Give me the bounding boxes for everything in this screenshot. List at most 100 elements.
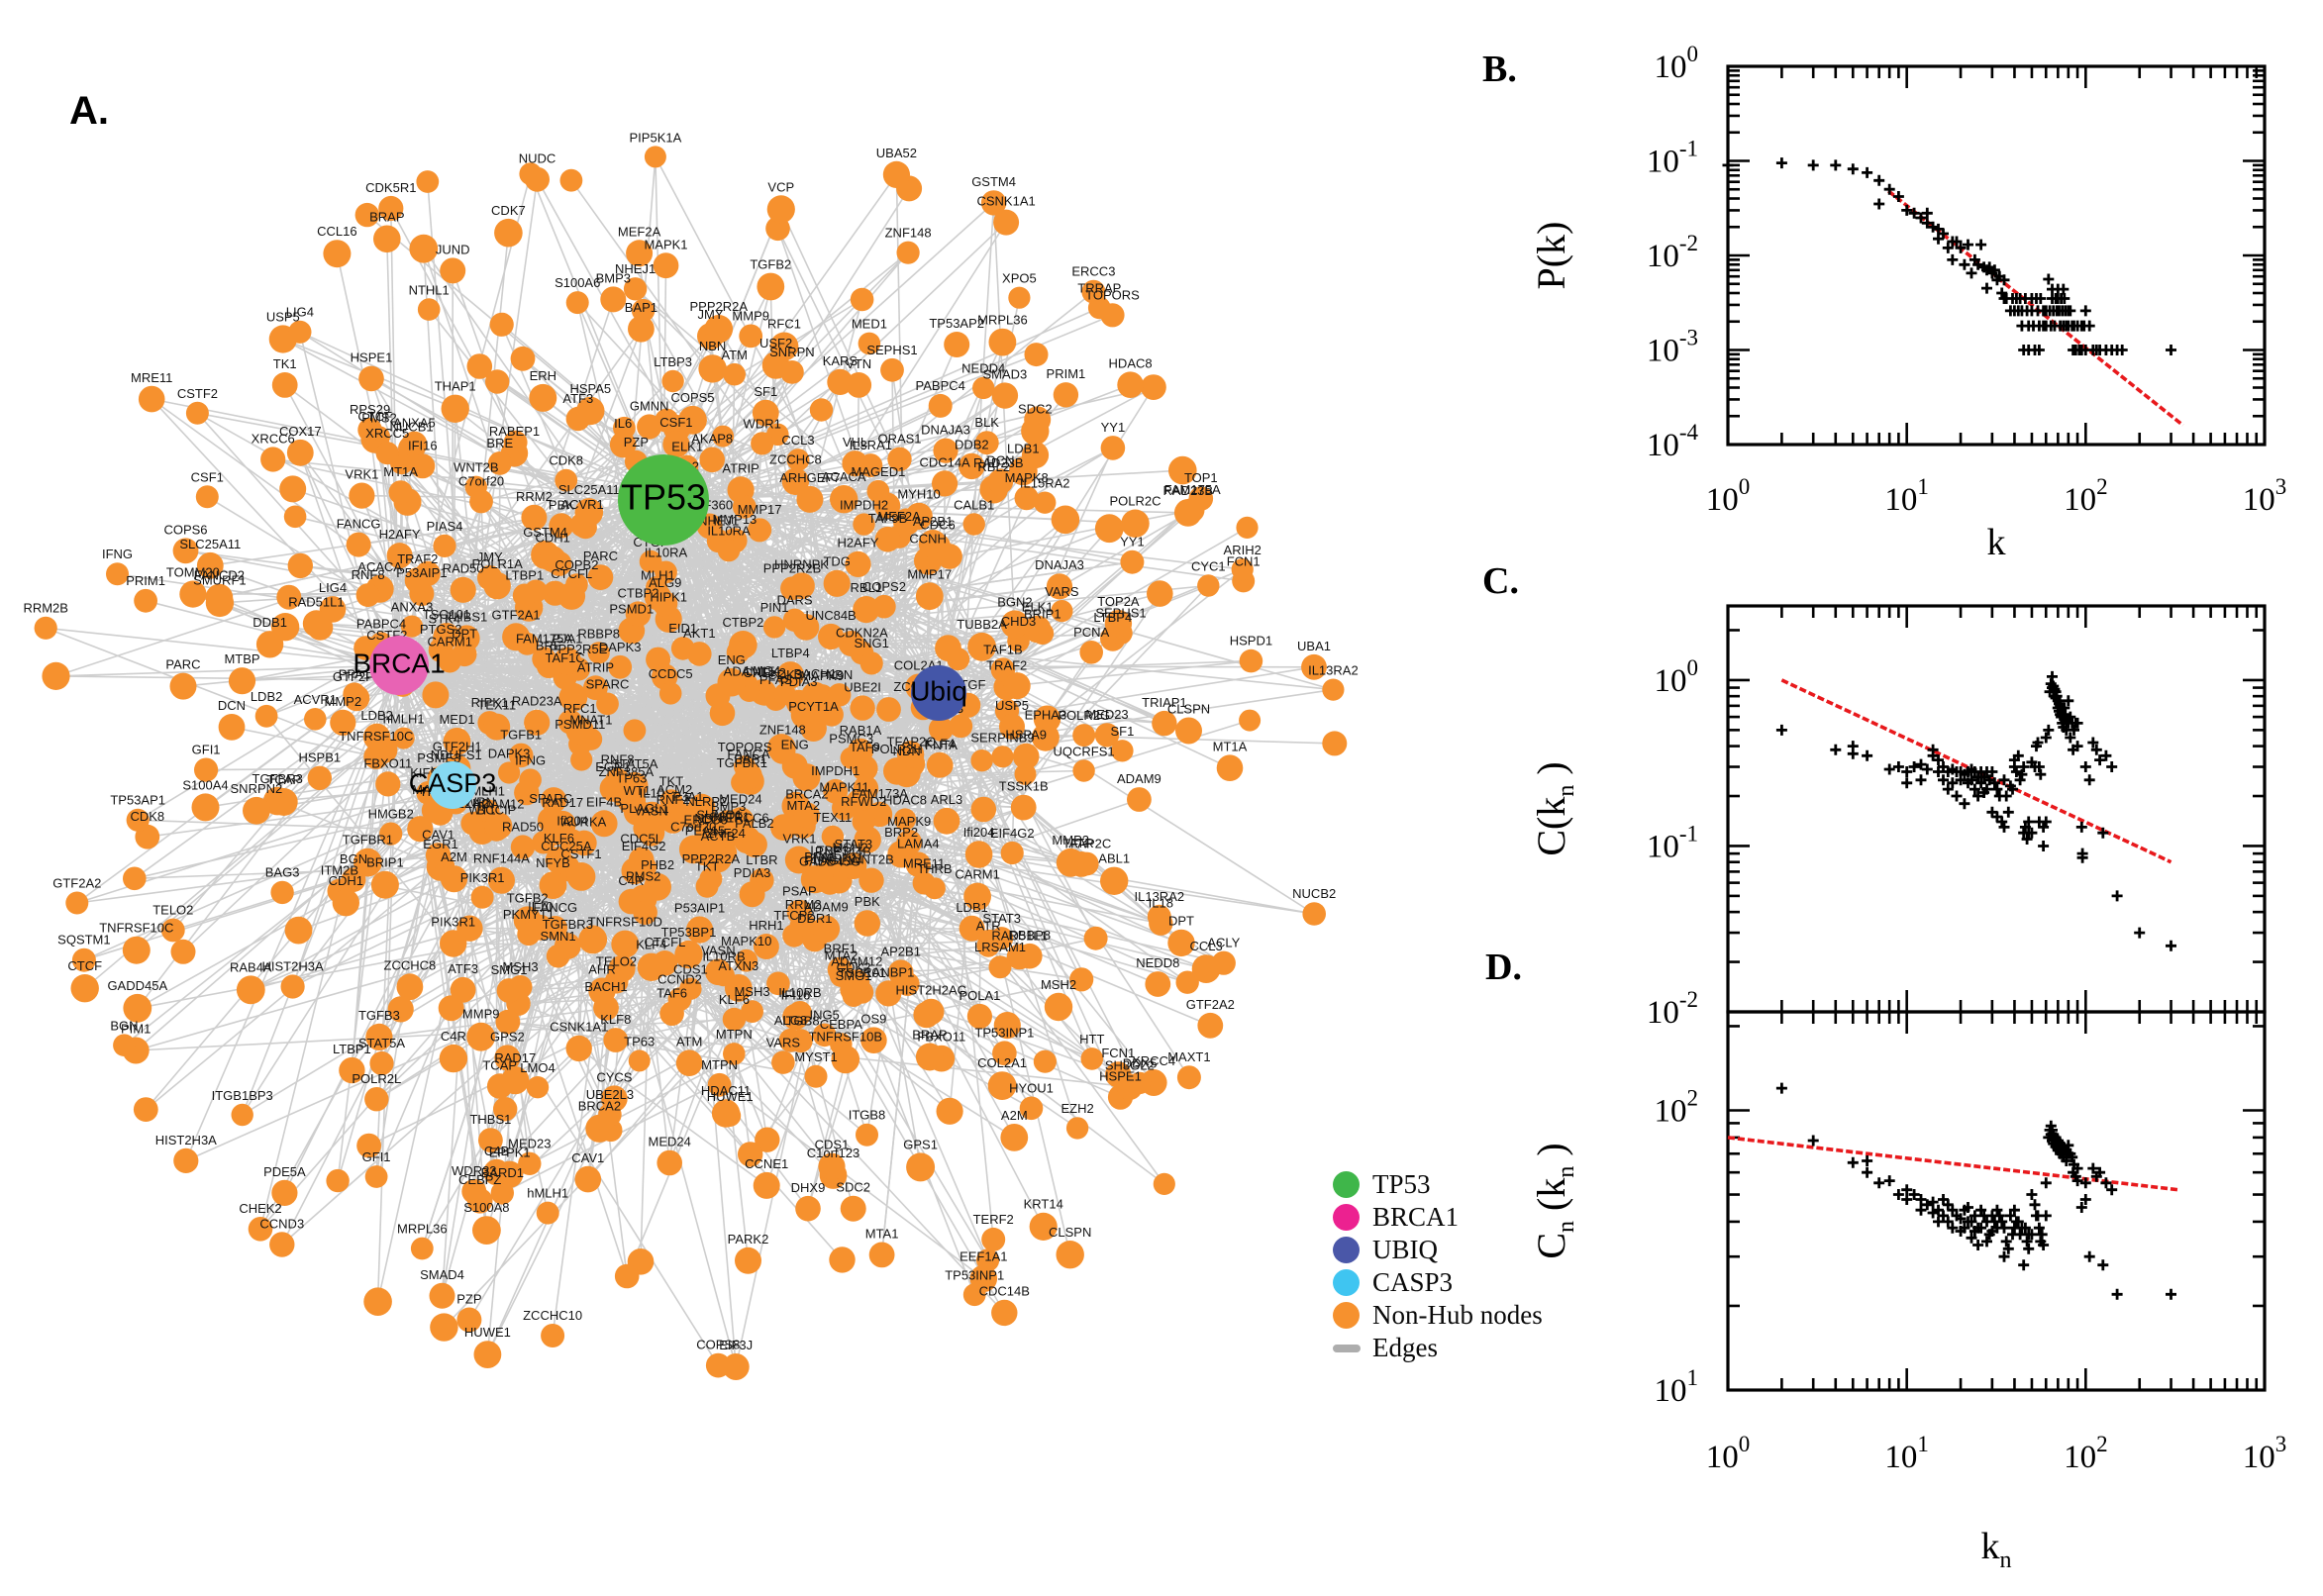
svg-text:TOP1: TOP1 — [1184, 470, 1218, 485]
svg-text:SMG1: SMG1 — [491, 962, 528, 977]
svg-text:PJA1: PJA1 — [552, 632, 582, 647]
svg-text:MTA2: MTA2 — [786, 798, 820, 813]
svg-text:USF2: USF2 — [759, 336, 792, 350]
svg-text:ZNF24: ZNF24 — [706, 826, 746, 841]
legend-item-nonhub: Non-Hub nodes — [1333, 1299, 1543, 1332]
svg-text:102: 102 — [2064, 1432, 2108, 1475]
svg-text:NDN: NDN — [694, 811, 722, 826]
svg-text:FANCG: FANCG — [337, 517, 381, 532]
svg-text:HSPD1: HSPD1 — [1230, 634, 1272, 648]
svg-text:MT1A: MT1A — [383, 464, 418, 479]
svg-text:100: 100 — [1655, 42, 1699, 85]
svg-text:MSH2: MSH2 — [1041, 977, 1076, 992]
svg-text:UBA1: UBA1 — [1297, 639, 1331, 653]
svg-text:PPP2R2A: PPP2R2A — [682, 851, 741, 866]
svg-text:PJA1: PJA1 — [672, 789, 703, 804]
svg-text:102: 102 — [2064, 474, 2108, 518]
svg-text:RRM2: RRM2 — [516, 489, 553, 504]
svg-text:MYST1: MYST1 — [794, 1049, 837, 1064]
svg-text:BACH1: BACH1 — [794, 666, 837, 681]
svg-text:CDC6: CDC6 — [920, 518, 955, 533]
svg-text:MT1A: MT1A — [1213, 739, 1248, 753]
svg-text:TNFRSF10B: TNFRSF10B — [809, 1030, 882, 1045]
svg-text:TDG: TDG — [823, 554, 850, 569]
svg-text:HSPA9: HSPA9 — [1005, 728, 1047, 743]
svg-text:hMLH1: hMLH1 — [527, 1186, 568, 1201]
svg-text:CSF1: CSF1 — [659, 415, 692, 430]
svg-text:CTCFL: CTCFL — [551, 566, 592, 581]
svg-text:CLSPN: CLSPN — [1049, 1225, 1091, 1240]
svg-text:YY1: YY1 — [1101, 420, 1126, 435]
svg-text:MNAT1: MNAT1 — [569, 712, 612, 727]
svg-text:ZNF148: ZNF148 — [759, 723, 806, 738]
degree-distribution-chart: 100 101 102 103 100 10-1 10-2 10-3 10-4 k P(k) — [1529, 42, 2286, 563]
svg-text:ZNF385A: ZNF385A — [599, 764, 655, 779]
svg-text:TRAF2: TRAF2 — [986, 658, 1027, 673]
svg-text:NFYB: NFYB — [536, 855, 570, 870]
svg-text:BAP1: BAP1 — [734, 751, 766, 766]
svg-text:TAF6: TAF6 — [656, 985, 687, 1000]
svg-text:CHEK2: CHEK2 — [239, 1201, 281, 1216]
svg-text:SF1: SF1 — [1110, 724, 1134, 739]
svg-text:ACTB: ACTB — [701, 829, 736, 844]
svg-text:DDB1: DDB1 — [252, 615, 287, 630]
svg-text:RAD23A: RAD23A — [512, 694, 562, 709]
svg-text:TEX11: TEX11 — [814, 810, 853, 825]
svg-text:PBK: PBK — [855, 894, 880, 909]
svg-text:JUND: JUND — [436, 242, 470, 256]
axis-ticks — [1728, 66, 2265, 445]
svg-text:ATRIP: ATRIP — [577, 659, 614, 674]
svg-text:ENG: ENG — [781, 738, 809, 752]
svg-text:MED24: MED24 — [649, 1135, 691, 1149]
svg-text:ACACA: ACACA — [357, 559, 402, 574]
svg-text:MMP9: MMP9 — [462, 1007, 500, 1022]
svg-text:PPA1: PPA1 — [339, 666, 370, 681]
tick-labels: 100 101 102 103 100 10-1 10-2 10-3 10-4 — [1647, 42, 2286, 518]
svg-text:ATXN3: ATXN3 — [718, 958, 758, 973]
svg-text:AKT1: AKT1 — [683, 626, 716, 641]
hub-ubiq: Ubiq — [910, 665, 967, 721]
svg-text:TOMM20: TOMM20 — [166, 565, 220, 580]
svg-text:PPP2R5E: PPP2R5E — [550, 642, 608, 656]
svg-text:MAPK9: MAPK9 — [800, 668, 844, 683]
svg-text:ARHGEF7: ARHGEF7 — [779, 470, 840, 485]
svg-text:MED1: MED1 — [439, 712, 474, 727]
svg-text:KLF4: KLF4 — [636, 938, 666, 952]
svg-text:FANCG: FANCG — [533, 900, 577, 915]
svg-text:ACVR1: ACVR1 — [560, 497, 603, 512]
svg-text:ACLY: ACLY — [1207, 936, 1240, 950]
svg-text:RFC1: RFC1 — [767, 317, 801, 332]
svg-text:YY1: YY1 — [1120, 535, 1145, 549]
svg-text:10-4: 10-4 — [1647, 420, 1699, 463]
svg-text:CSTF1: CSTF1 — [560, 847, 601, 861]
svg-text:CDK5R1: CDK5R1 — [365, 180, 416, 195]
svg-text:HTT: HTT — [1079, 1032, 1104, 1047]
svg-text:RAD17: RAD17 — [494, 1050, 536, 1065]
svg-text:SLC25A11: SLC25A11 — [179, 537, 241, 551]
svg-text:TP53INP1: TP53INP1 — [945, 1267, 1004, 1282]
svg-text:IL3RA1: IL3RA1 — [850, 438, 892, 452]
svg-text:CHD3: CHD3 — [1001, 614, 1036, 629]
svg-text:TGFB3: TGFB3 — [358, 1008, 400, 1023]
svg-text:SQSTM1: SQSTM1 — [57, 933, 110, 948]
svg-text:WNT2B: WNT2B — [849, 852, 894, 867]
svg-text:MSH3: MSH3 — [503, 959, 539, 974]
svg-text:PABPC4: PABPC4 — [356, 616, 406, 631]
svg-text:TRRAP: TRRAP — [1077, 281, 1121, 296]
svg-text:RNF8: RNF8 — [352, 567, 385, 582]
legend-item-tp53: TP53 — [1333, 1168, 1543, 1201]
svg-text:IL10: IL10 — [528, 899, 553, 914]
svg-text:A2M: A2M — [441, 849, 467, 864]
svg-text:NHEJ1: NHEJ1 — [615, 261, 656, 276]
svg-text:IL13RA2: IL13RA2 — [1135, 889, 1185, 904]
svg-text:PSMC3: PSMC3 — [829, 732, 873, 747]
svg-text:CDH1: CDH1 — [329, 873, 363, 888]
svg-text:ATF3: ATF3 — [562, 391, 593, 406]
svg-text:RAD23B: RAD23B — [1163, 483, 1214, 498]
svg-text:10-1: 10-1 — [1647, 137, 1698, 180]
svg-text:CASP3: CASP3 — [409, 768, 497, 798]
svg-text:C4R: C4R — [441, 1029, 466, 1044]
svg-text:PSMD1: PSMD1 — [609, 602, 654, 617]
svg-text:S100A4: S100A4 — [182, 777, 228, 792]
svg-text:ADAM15: ADAM15 — [724, 663, 775, 678]
